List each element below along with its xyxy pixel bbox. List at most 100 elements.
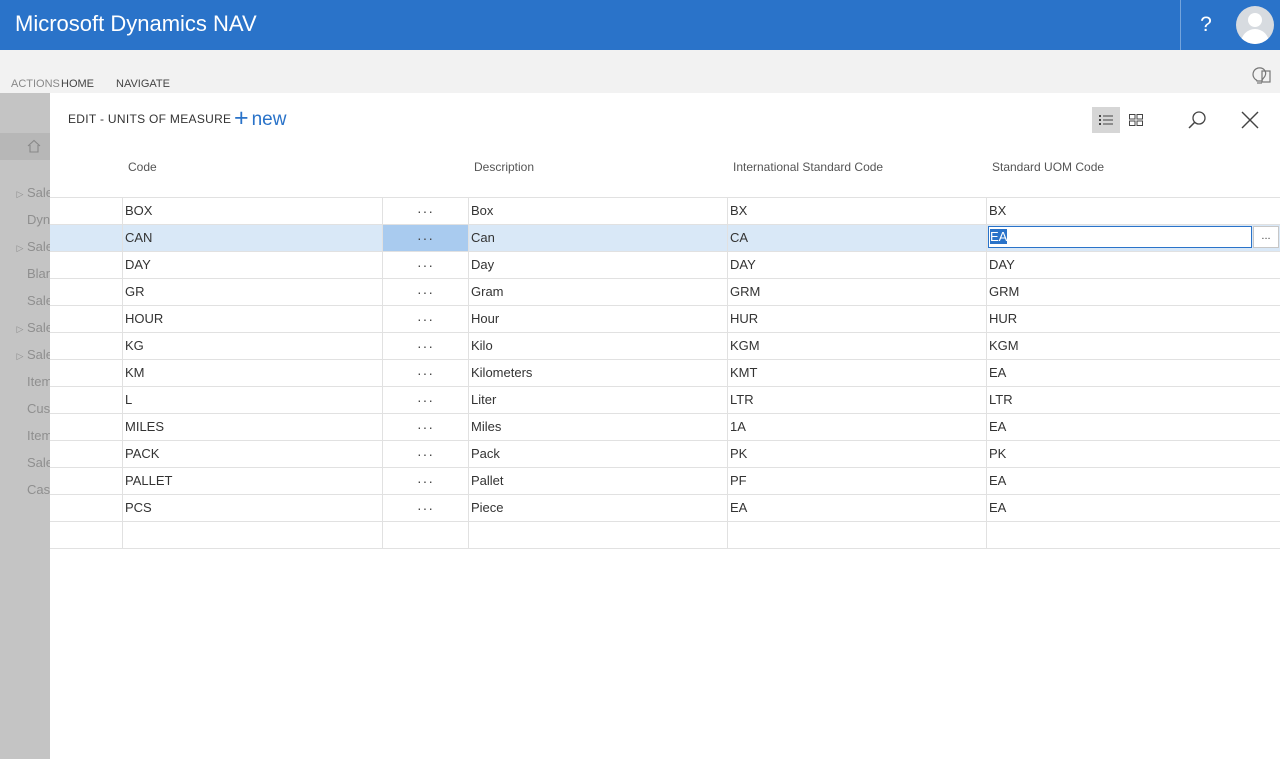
standard-uom-code-cell[interactable]: BX <box>986 198 1280 224</box>
code-cell[interactable]: KG <box>122 333 382 359</box>
row-menu-button[interactable]: ··· <box>382 225 468 251</box>
row-menu-button[interactable]: ··· <box>382 495 468 521</box>
code-cell[interactable]: PACK <box>122 441 382 467</box>
international-standard-code-cell[interactable] <box>727 522 986 548</box>
table-row[interactable]: KM ··· Kilometers KMT EA <box>50 360 1280 387</box>
standard-uom-code-cell[interactable]: PK <box>986 441 1280 467</box>
code-cell[interactable]: KM <box>122 360 382 386</box>
description-cell[interactable]: Hour <box>468 306 727 332</box>
table-row[interactable]: PCS ··· Piece EA EA <box>50 495 1280 522</box>
close-button[interactable] <box>1237 107 1263 133</box>
row-menu-button[interactable]: ··· <box>382 387 468 413</box>
table-row[interactable]: CAN ··· Can CA EA... <box>50 225 1280 252</box>
code-cell[interactable]: PALLET <box>122 468 382 494</box>
standard-uom-code-cell[interactable]: DAY <box>986 252 1280 278</box>
international-standard-code-cell[interactable]: KMT <box>727 360 986 386</box>
code-cell[interactable]: L <box>122 387 382 413</box>
plus-icon: + <box>234 104 249 132</box>
international-standard-code-cell[interactable]: 1A <box>727 414 986 440</box>
code-cell[interactable]: BOX <box>122 198 382 224</box>
empty-new-row[interactable] <box>50 522 1280 549</box>
code-cell[interactable]: HOUR <box>122 306 382 332</box>
row-menu-button[interactable] <box>382 522 468 548</box>
column-header-code[interactable]: Code <box>128 160 157 174</box>
code-cell[interactable]: CAN <box>122 225 382 251</box>
description-cell[interactable]: Box <box>468 198 727 224</box>
table-row[interactable]: BOX ··· Box BX BX <box>50 197 1280 225</box>
user-button[interactable] <box>1230 0 1280 50</box>
standard-uom-code-cell[interactable]: EA <box>986 495 1280 521</box>
new-button[interactable]: + new <box>234 105 286 135</box>
background-nav-label: Item <box>27 374 50 389</box>
table-row[interactable]: GR ··· Gram GRM GRM <box>50 279 1280 306</box>
table-row[interactable]: PALLET ··· Pallet PF EA <box>50 468 1280 495</box>
standard-uom-code-cell[interactable]: EA <box>986 468 1280 494</box>
table-row[interactable]: HOUR ··· Hour HUR HUR <box>50 306 1280 333</box>
row-menu-button[interactable]: ··· <box>382 441 468 467</box>
list-view-button[interactable] <box>1092 107 1120 133</box>
row-menu-button[interactable]: ··· <box>382 333 468 359</box>
row-menu-button[interactable]: ··· <box>382 306 468 332</box>
close-icon <box>1241 111 1259 129</box>
ribbon-tab-home[interactable]: HOME <box>61 78 94 90</box>
standard-uom-code-cell[interactable]: HUR <box>986 306 1280 332</box>
description-cell[interactable] <box>468 522 727 548</box>
international-standard-code-cell[interactable]: DAY <box>727 252 986 278</box>
code-cell[interactable]: GR <box>122 279 382 305</box>
table-row[interactable]: PACK ··· Pack PK PK <box>50 441 1280 468</box>
description-cell[interactable]: Miles <box>468 414 727 440</box>
description-cell[interactable]: Liter <box>468 387 727 413</box>
search-button[interactable] <box>1184 107 1210 133</box>
table-row[interactable]: KG ··· Kilo KGM KGM <box>50 333 1280 360</box>
row-menu-button[interactable]: ··· <box>382 468 468 494</box>
description-cell[interactable]: Pallet <box>468 468 727 494</box>
tile-view-button[interactable] <box>1122 107 1150 133</box>
international-standard-code-cell[interactable]: PF <box>727 468 986 494</box>
table-row[interactable]: MILES ··· Miles 1A EA <box>50 414 1280 441</box>
description-cell[interactable]: Pack <box>468 441 727 467</box>
ribbon: ACTIONS HOME NAVIGATE <box>0 50 1280 93</box>
table-row[interactable]: DAY ··· Day DAY DAY <box>50 252 1280 279</box>
standard-uom-code-input[interactable]: EA <box>988 226 1252 248</box>
row-menu-button[interactable]: ··· <box>382 414 468 440</box>
help-button[interactable]: ? <box>1180 0 1231 50</box>
code-cell[interactable]: PCS <box>122 495 382 521</box>
row-menu-button[interactable]: ··· <box>382 279 468 305</box>
description-cell[interactable]: Can <box>468 225 727 251</box>
description-cell[interactable]: Kilo <box>468 333 727 359</box>
international-standard-code-cell[interactable]: CA <box>727 225 986 251</box>
table-row[interactable]: L ··· Liter LTR LTR <box>50 387 1280 414</box>
selected-text: EA <box>990 229 1008 244</box>
ribbon-tab-actions[interactable]: ACTIONS <box>11 78 60 90</box>
standard-uom-code-cell[interactable]: LTR <box>986 387 1280 413</box>
column-header-standard-uom-code[interactable]: Standard UOM Code <box>992 160 1105 174</box>
row-menu-button[interactable]: ··· <box>382 252 468 278</box>
description-cell[interactable]: Gram <box>468 279 727 305</box>
column-header-international-standard-code[interactable]: International Standard Code <box>733 160 884 174</box>
ribbon-tab-navigate[interactable]: NAVIGATE <box>116 78 170 90</box>
international-standard-code-cell[interactable]: KGM <box>727 333 986 359</box>
description-cell[interactable]: Piece <box>468 495 727 521</box>
international-standard-code-cell[interactable]: BX <box>727 198 986 224</box>
lightbulb-icon[interactable] <box>1249 65 1271 87</box>
description-cell[interactable]: Kilometers <box>468 360 727 386</box>
international-standard-code-cell[interactable]: GRM <box>727 279 986 305</box>
international-standard-code-cell[interactable]: PK <box>727 441 986 467</box>
column-header-description[interactable]: Description <box>474 160 535 174</box>
standard-uom-code-cell[interactable]: GRM <box>986 279 1280 305</box>
standard-uom-code-cell[interactable] <box>986 522 1280 548</box>
code-cell[interactable]: MILES <box>122 414 382 440</box>
standard-uom-code-cell[interactable]: EA <box>986 360 1280 386</box>
standard-uom-code-cell[interactable]: EA... <box>986 225 1280 251</box>
standard-uom-code-cell[interactable]: KGM <box>986 333 1280 359</box>
international-standard-code-cell[interactable]: EA <box>727 495 986 521</box>
standard-uom-code-cell[interactable]: EA <box>986 414 1280 440</box>
description-cell[interactable]: Day <box>468 252 727 278</box>
international-standard-code-cell[interactable]: LTR <box>727 387 986 413</box>
lookup-button[interactable]: ... <box>1253 226 1279 248</box>
row-menu-button[interactable]: ··· <box>382 198 468 224</box>
code-cell[interactable] <box>122 522 382 548</box>
code-cell[interactable]: DAY <box>122 252 382 278</box>
international-standard-code-cell[interactable]: HUR <box>727 306 986 332</box>
row-menu-button[interactable]: ··· <box>382 360 468 386</box>
